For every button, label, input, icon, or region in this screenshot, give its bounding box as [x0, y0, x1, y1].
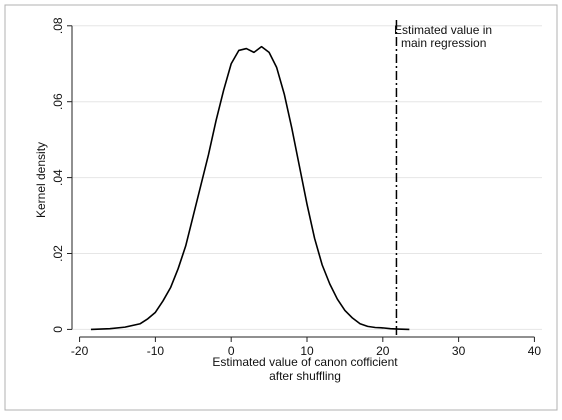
x-tick-label-2: 0: [228, 344, 235, 358]
y-tick-label-3: .06: [51, 93, 65, 110]
density-curve-line-0: [90, 45, 410, 331]
reference-line-label-line-1: Estimated value in: [394, 23, 492, 37]
axes: 0 .02 .04 .06 .08 -20 -10 0 10 20 30 40: [51, 17, 541, 358]
x-tick-label-4: 20: [376, 344, 390, 358]
reference-line-label-line-2: main regression: [401, 36, 486, 50]
y-tick-label-0: 0: [51, 326, 65, 333]
outer-border: [4, 4, 558, 411]
x-tick-label-3: 10: [300, 344, 314, 358]
grid-lines: [72, 25, 542, 330]
x-tick-label-1: -10: [147, 344, 165, 358]
y-axis-label: Kernel density: [34, 142, 48, 218]
y-tick-label-1: .02: [51, 245, 65, 262]
y-tick-label-4: .08: [51, 17, 65, 34]
x-tick-label-5: 30: [452, 344, 466, 358]
x-tick-label-0: -20: [71, 344, 89, 358]
x-axis-label-line-2: after shuffling: [269, 369, 341, 383]
density-curve-group: [90, 45, 410, 331]
x-tick-label-6: 40: [528, 344, 542, 358]
x-axis-label-line-1: Estimated value of canon cofficient: [212, 355, 398, 369]
y-tick-label-2: .04: [51, 169, 65, 186]
